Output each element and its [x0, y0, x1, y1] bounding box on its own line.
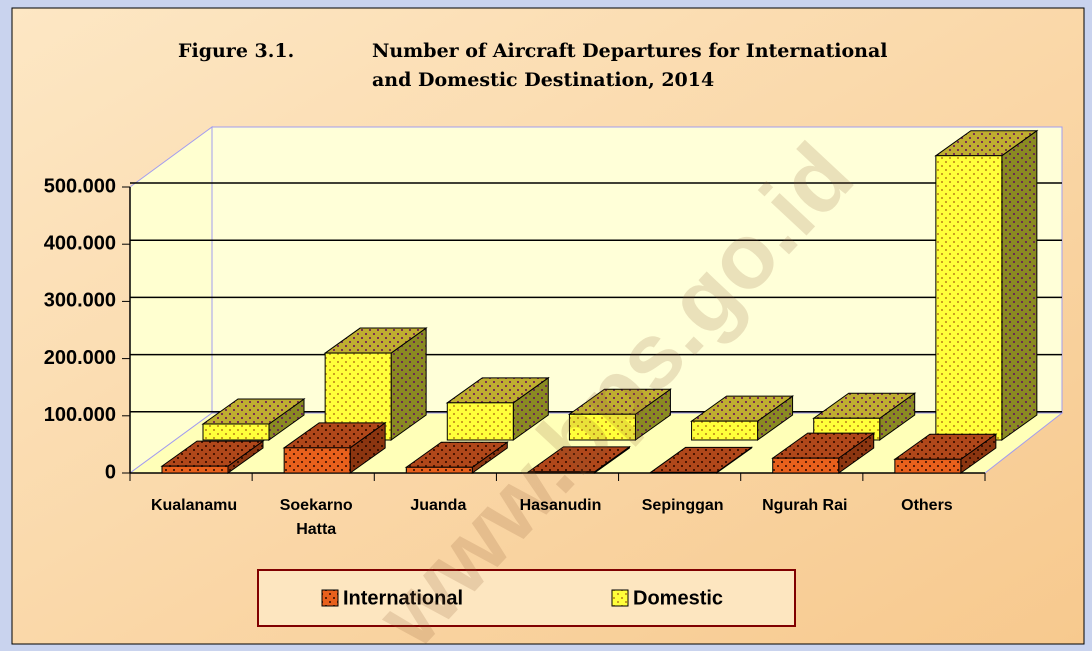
bar-front — [405, 466, 473, 474]
bar-front — [935, 155, 1003, 441]
legend-label: Domestic — [633, 587, 723, 609]
bar — [282, 421, 387, 474]
x-tick-label: Juanda — [410, 497, 467, 514]
x-tick-label: Hasanudin — [519, 497, 602, 514]
bar — [690, 395, 795, 441]
bar — [893, 433, 998, 474]
bar — [771, 432, 876, 474]
figure-label: Figure 3.1. — [178, 40, 294, 62]
bar-front — [772, 457, 840, 474]
y-tick-label: 500.000 — [44, 175, 116, 197]
bar — [404, 441, 509, 474]
bar-front — [650, 471, 718, 474]
bar-front — [691, 420, 759, 441]
bar-front — [527, 471, 595, 474]
bar-front — [446, 402, 514, 441]
bar — [526, 445, 631, 474]
bar — [201, 398, 306, 441]
y-tick-label: 0 — [105, 461, 116, 483]
side-wall — [129, 126, 213, 474]
legend-swatch — [321, 589, 339, 607]
bar-front — [894, 458, 962, 474]
y-tick-label: 200.000 — [44, 347, 116, 369]
y-tick-label: 300.000 — [44, 290, 116, 312]
bar — [567, 388, 672, 441]
legend-label: International — [343, 587, 463, 609]
y-tick-label: 100.000 — [44, 404, 116, 426]
bar — [934, 129, 1039, 441]
legend — [257, 569, 796, 627]
y-tick-label: 400.000 — [44, 232, 116, 254]
x-tick-label: Soekarno Hatta — [279, 497, 353, 538]
bar-front — [568, 413, 636, 441]
x-tick-label: Ngurah Rai — [762, 497, 848, 514]
x-tick-label: Sepinggan — [641, 497, 724, 514]
bar-front — [161, 465, 229, 474]
bar-front — [202, 423, 270, 441]
bar — [445, 376, 550, 441]
bar-side — [1001, 129, 1038, 441]
bar — [160, 440, 265, 474]
bar-front — [283, 447, 351, 474]
x-tick-label: Others — [901, 497, 953, 514]
legend-swatch — [611, 589, 629, 607]
bar — [649, 446, 754, 474]
chart-title: Number of Aircraft Departures for Intern… — [372, 40, 888, 62]
x-tick-label: Kualanamu — [150, 497, 238, 514]
chart-title: and Domestic Destination, 2014 — [372, 69, 714, 91]
